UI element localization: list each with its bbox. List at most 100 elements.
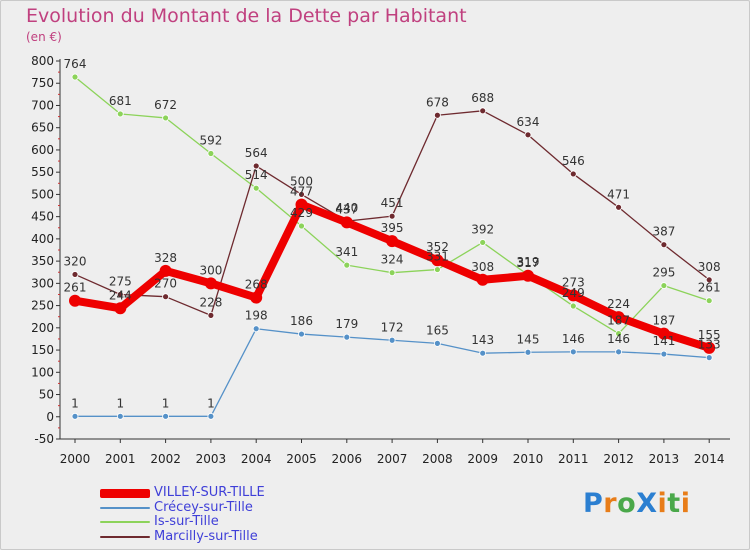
legend-item: Marcilly-sur-Tille <box>100 529 265 545</box>
data-point <box>298 191 305 198</box>
data-point <box>433 339 441 347</box>
data-label: 172 <box>381 320 404 334</box>
data-label: 320 <box>64 254 87 268</box>
x-tick-label: 2000 <box>60 452 91 466</box>
data-label: 143 <box>471 333 494 347</box>
data-point <box>388 269 396 277</box>
x-tick-label: 2010 <box>513 452 544 466</box>
data-label: 261 <box>698 281 721 295</box>
x-tick-label: 2006 <box>332 452 363 466</box>
logo-letter: r <box>603 488 618 519</box>
data-point <box>252 184 260 192</box>
data-point <box>569 170 577 178</box>
data-point <box>162 412 170 420</box>
y-tick-label: 750 <box>31 76 54 90</box>
data-label-layer: 261 244 328 300 268 477 437 395 352 308 317 273 224 1… <box>64 57 721 410</box>
legend-swatch <box>100 535 150 538</box>
data-label: 141 <box>652 334 675 348</box>
logo-letter: o <box>617 488 637 519</box>
data-label: 328 <box>154 251 177 265</box>
data-point <box>343 261 351 269</box>
data-point <box>657 327 670 340</box>
legend-item: Is-sur-Tille <box>100 515 265 530</box>
data-point <box>660 241 668 249</box>
data-label: 187 <box>607 314 630 328</box>
data-point <box>252 162 260 170</box>
series-cr-cey-sur-tille <box>71 325 713 420</box>
data-label: 429 <box>290 206 313 220</box>
data-point <box>522 269 534 282</box>
data-point <box>615 203 622 211</box>
chart-title: Evolution du Montant de la Dette par Hab… <box>26 5 467 27</box>
data-point <box>433 111 441 119</box>
data-point <box>569 348 577 356</box>
data-label: 249 <box>562 286 585 300</box>
data-point <box>660 350 668 358</box>
y-tick-label: 200 <box>31 321 54 335</box>
data-label: 688 <box>471 91 494 105</box>
data-label: 187 <box>652 314 675 328</box>
data-label: 273 <box>562 275 585 289</box>
data-point <box>116 291 124 298</box>
x-tick-label: 2009 <box>467 452 498 466</box>
data-label: 1 <box>162 396 170 410</box>
y-tick-label: 50 <box>39 388 54 402</box>
legend-label: Is-sur-Tille <box>154 514 219 530</box>
x-tick-label: 2014 <box>694 452 725 466</box>
data-point <box>295 198 308 211</box>
y-tick-label: 0 <box>46 410 54 424</box>
series-villey-sur-tille <box>69 198 716 354</box>
data-label: 672 <box>154 98 177 112</box>
data-point <box>615 330 622 338</box>
data-label: 477 <box>290 185 313 199</box>
data-label: 341 <box>335 245 358 259</box>
y-tick-label: 550 <box>31 165 54 179</box>
y-tick-label: 250 <box>31 299 54 313</box>
data-point <box>116 412 124 420</box>
data-point <box>252 325 260 333</box>
chart-subtitle: (en €) <box>26 30 62 44</box>
data-label: 564 <box>245 146 268 160</box>
y-tick-label: 700 <box>31 98 54 112</box>
data-label: 146 <box>562 332 585 346</box>
data-label: 1 <box>116 396 124 410</box>
data-point <box>71 412 79 420</box>
data-label: 308 <box>698 260 721 274</box>
data-point <box>431 254 444 267</box>
data-point <box>340 216 353 229</box>
data-point <box>703 341 716 354</box>
data-label: 324 <box>381 253 404 267</box>
data-label: 275 <box>109 274 132 288</box>
data-label: 224 <box>607 297 630 311</box>
data-label: 331 <box>426 250 449 264</box>
logo-letter: t <box>667 488 681 519</box>
data-point <box>207 311 215 319</box>
x-tick-label: 2005 <box>286 452 317 466</box>
data-label: 352 <box>426 240 449 254</box>
data-label: 261 <box>64 281 87 295</box>
data-point <box>705 276 713 284</box>
data-label: 198 <box>245 309 268 323</box>
x-tick-label: 2007 <box>377 452 408 466</box>
data-point <box>207 150 215 157</box>
y-tick-label: 650 <box>31 121 54 135</box>
data-point <box>71 271 79 278</box>
x-tick-label: 2013 <box>649 452 680 466</box>
logo-letter: i <box>680 488 691 519</box>
data-label: 295 <box>652 266 675 280</box>
data-point <box>298 222 305 230</box>
data-label: 317 <box>517 256 540 270</box>
data-label: 500 <box>290 174 313 188</box>
data-label: 186 <box>290 314 313 328</box>
data-label: 546 <box>562 154 585 168</box>
chart-axes: 8007507006506005505004504003503002502001… <box>31 54 730 466</box>
data-label: 244 <box>109 288 132 302</box>
data-label: 764 <box>64 57 87 71</box>
logo-letter: i <box>657 488 668 519</box>
data-point <box>162 293 170 301</box>
data-point <box>343 333 351 341</box>
data-point <box>567 289 580 302</box>
data-label: 634 <box>517 115 540 129</box>
data-label: 146 <box>607 332 630 346</box>
